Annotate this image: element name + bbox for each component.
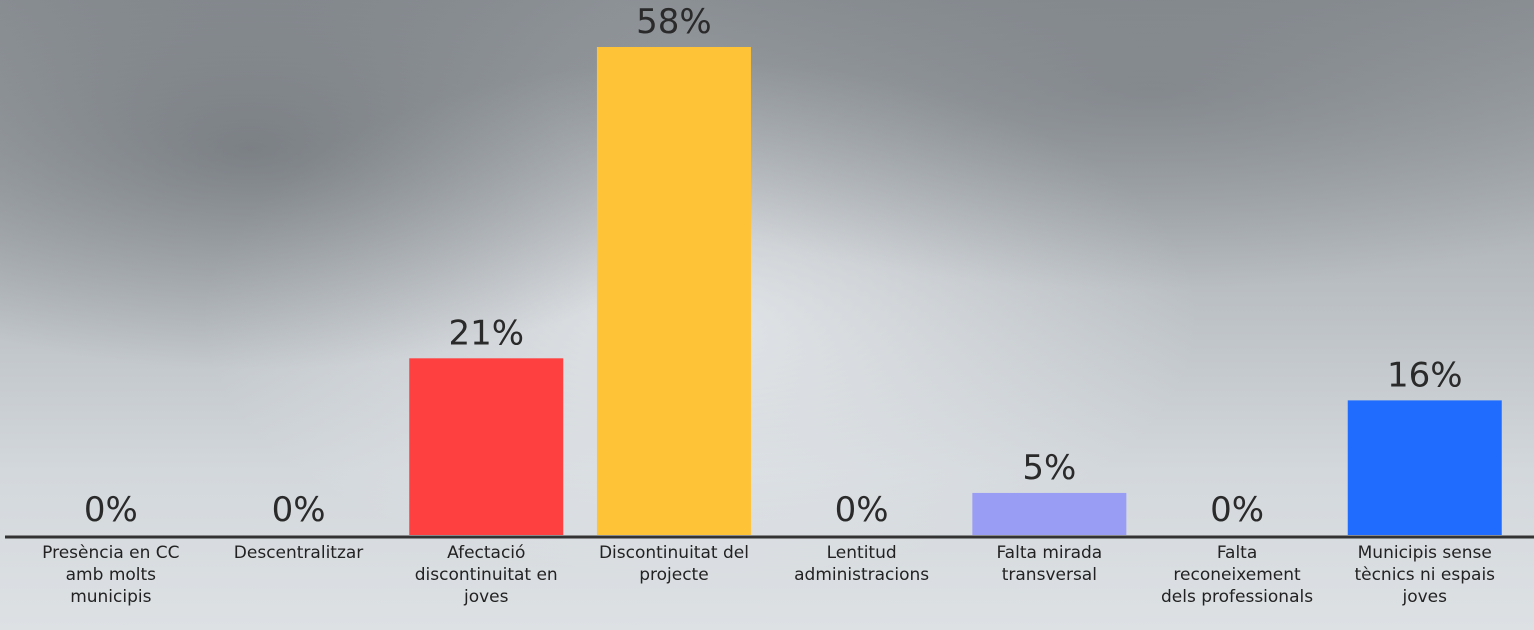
value-label: 16% — [1387, 355, 1463, 395]
x-tick-label: Municipis sense tècnics ni espais joves — [1354, 543, 1496, 607]
value-label: 0% — [272, 490, 326, 530]
value-label: 58% — [636, 2, 712, 42]
bar — [972, 492, 1127, 535]
bar — [1347, 400, 1502, 535]
x-tick-label: Lentitud administracions — [794, 543, 930, 585]
value-label: 0% — [84, 490, 138, 530]
x-tick-label: Descentralitzar — [233, 543, 364, 563]
x-tick-label: Discontinuitat del projecte — [598, 543, 749, 585]
x-tick-label: Falta mirada transversal — [996, 543, 1103, 585]
bar — [409, 358, 564, 535]
bar — [596, 47, 751, 535]
x-tick-label: Presència en CC amb molts municipis — [42, 543, 180, 607]
value-label: 0% — [835, 490, 889, 530]
value-label: 5% — [1022, 448, 1076, 488]
value-label: 0% — [1210, 490, 1264, 530]
x-tick-label: Falta reconeixement dels professionals — [1160, 543, 1314, 607]
x-tick-label: Afectació discontinuitat en joves — [414, 543, 558, 607]
value-label: 21% — [448, 313, 524, 353]
